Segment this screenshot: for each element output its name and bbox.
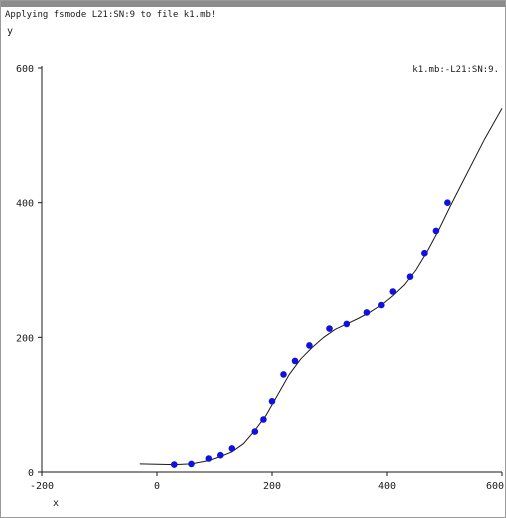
status-message: Applying fsmode L21:SN:9 to file k1.mb! xyxy=(5,10,217,20)
x-tick-label: 0 xyxy=(154,481,160,492)
x-axis-label: x xyxy=(53,498,60,509)
y-axis-label: y xyxy=(7,26,14,37)
data-point xyxy=(171,461,178,468)
x-tick-label: 400 xyxy=(378,481,396,492)
data-point xyxy=(306,342,313,349)
data-point xyxy=(280,371,287,378)
series-line xyxy=(139,108,503,466)
data-point xyxy=(291,357,299,365)
data-point xyxy=(205,455,213,462)
data-point xyxy=(260,416,267,423)
x-tick-label: 600 xyxy=(486,481,504,492)
data-point xyxy=(326,325,333,332)
title-bar xyxy=(1,1,505,7)
series-legend-label: k1.mb:-L21:SN:9. xyxy=(412,65,499,75)
data-point xyxy=(217,451,224,459)
data-point xyxy=(363,309,371,316)
data-point xyxy=(406,273,414,281)
data-point xyxy=(228,445,236,452)
data-point xyxy=(188,460,195,468)
series-layer xyxy=(139,108,503,468)
y-tick-label: 200 xyxy=(16,333,34,344)
data-point xyxy=(389,288,397,295)
data-point xyxy=(432,227,440,235)
y-tick-label: 600 xyxy=(16,64,34,75)
data-point xyxy=(444,199,451,206)
axes: 0 200 400 600 -200 0 200 400 600 xyxy=(16,64,504,492)
y-tick-label: 0 xyxy=(28,468,34,479)
y-tick-label: 400 xyxy=(16,199,34,210)
data-point xyxy=(343,320,351,328)
data-point xyxy=(268,398,276,405)
data-point xyxy=(378,301,385,309)
x-tick-label: 200 xyxy=(263,481,281,492)
data-point xyxy=(251,428,259,435)
data-point xyxy=(421,249,428,257)
x-tick-label: -200 xyxy=(30,481,54,492)
